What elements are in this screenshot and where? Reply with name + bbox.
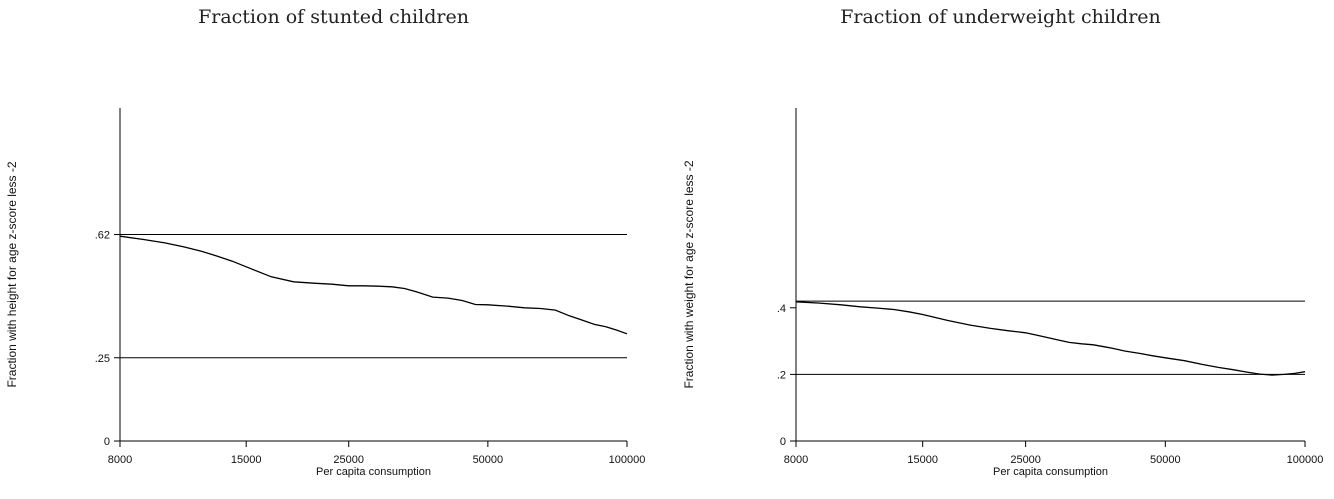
y-axis-title: Fraction with weight for age z-score les… [682, 160, 696, 388]
chart-title: Fraction of stunted children [198, 6, 469, 28]
x-axis-title: Per capita consumption [993, 466, 1108, 478]
x-tick-label: 50000 [473, 454, 504, 466]
x-tick-label: 8000 [108, 454, 132, 466]
y-axis-title: Fraction with height for age z-score les… [5, 161, 19, 387]
series-line [119, 235, 628, 335]
x-tick-label: 15000 [907, 454, 938, 466]
y-tick-label: .62 [95, 230, 110, 242]
x-tick-label: 100000 [609, 454, 646, 466]
underweight-chart-panel: Fraction of underweight children 0 .2 .4 80… [667, 0, 1334, 499]
stunted-chart: 0 .25 .62 8000 15000 25000 50000 100000 Per capi… [5, 108, 646, 478]
x-tick-label: 100000 [1287, 454, 1324, 466]
y-tick-label: 0 [104, 436, 110, 448]
x-tick-label: 8000 [784, 454, 808, 466]
y-tick-label: .4 [777, 303, 786, 315]
chart-title: Fraction of underweight children [840, 6, 1161, 28]
series-line [795, 301, 1306, 376]
underweight-chart: 0 .2 .4 8000 15000 25000 50000 100000 Per capita… [682, 108, 1324, 478]
stunted-chart-panel: Fraction of stunted children 0 .25 .62 8000… [5, 6, 646, 478]
x-tick-label: 50000 [1150, 454, 1181, 466]
x-tick-label: 15000 [231, 454, 262, 466]
x-tick-label: 25000 [333, 454, 364, 466]
y-tick-label: 0 [780, 436, 786, 448]
y-tick-label: .2 [777, 369, 786, 381]
x-axis-title: Per capita consumption [316, 466, 431, 478]
x-tick-label: 25000 [1010, 454, 1041, 466]
y-tick-label: .25 [95, 353, 110, 365]
